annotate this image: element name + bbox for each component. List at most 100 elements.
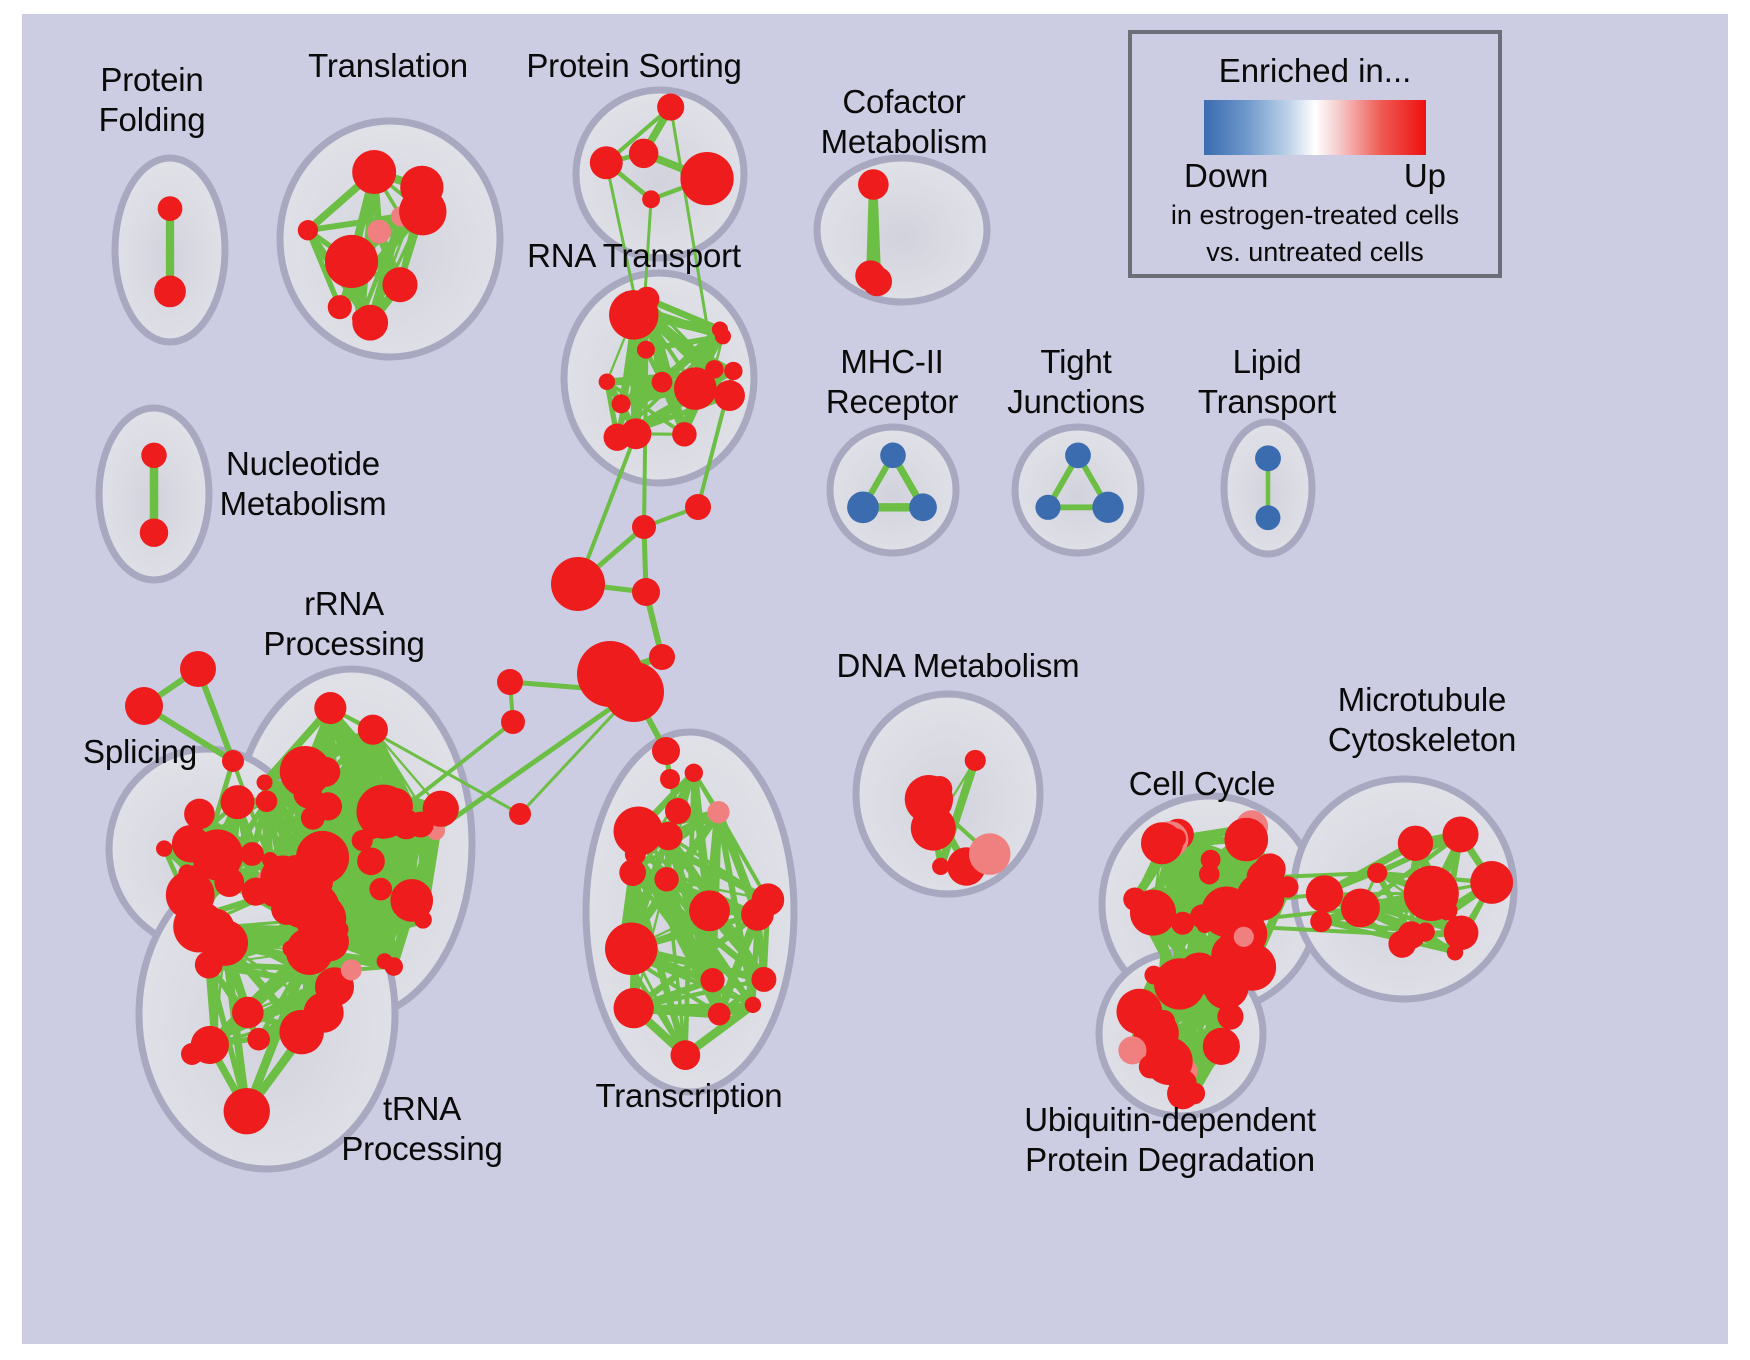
network-node <box>1254 853 1286 885</box>
legend-caption-line1: in estrogen-treated cells <box>1170 200 1460 230</box>
network-node <box>180 651 216 687</box>
network-edge <box>936 756 980 871</box>
network-node <box>141 442 167 469</box>
network-node <box>689 890 730 932</box>
network-node <box>1202 1027 1240 1065</box>
network-node <box>603 423 631 451</box>
network-node <box>240 842 264 866</box>
network-node <box>1152 1010 1176 1033</box>
network-node <box>1158 1039 1177 1058</box>
network-node <box>1397 825 1434 861</box>
network-node <box>744 996 762 1014</box>
network-node <box>611 394 631 414</box>
cluster-label-splicing: Splicing <box>83 733 197 770</box>
network-node <box>247 1027 270 1051</box>
network-node <box>672 422 697 447</box>
network-node <box>509 803 531 825</box>
network-node <box>497 669 523 695</box>
network-node <box>684 763 703 782</box>
network-node <box>196 908 235 947</box>
network-node <box>685 494 711 520</box>
network-node <box>295 893 347 945</box>
network-node <box>1203 964 1249 1010</box>
network-node <box>157 196 183 221</box>
network-node <box>636 340 655 359</box>
network-node <box>700 968 725 993</box>
network-node <box>1236 873 1285 921</box>
network-node <box>632 578 660 606</box>
network-node <box>964 749 986 771</box>
network-edge <box>715 809 756 1008</box>
network-node <box>1443 915 1479 951</box>
network-node <box>654 867 679 892</box>
network-node <box>909 493 937 522</box>
network-node <box>1144 1037 1193 1085</box>
network-node <box>680 151 734 206</box>
network-node <box>598 373 616 391</box>
legend-low-label: Down <box>1184 157 1269 194</box>
network-node <box>605 922 658 976</box>
network-node <box>1123 887 1147 911</box>
network-node <box>1118 1036 1147 1065</box>
network-node <box>376 953 393 970</box>
network-edge <box>335 211 422 312</box>
legend-color-bar <box>1204 100 1426 155</box>
network-node <box>1403 865 1459 921</box>
network-node <box>932 857 950 876</box>
network-edge <box>305 227 343 310</box>
cluster-label-cell-cycle: Cell Cycle <box>1128 765 1276 802</box>
network-node <box>281 855 308 882</box>
network-node <box>376 787 413 824</box>
network-node <box>714 328 731 345</box>
network-edge <box>1167 843 1224 1049</box>
network-node <box>390 879 434 922</box>
network-node <box>1035 494 1061 520</box>
network-edge <box>260 704 335 787</box>
network-node <box>1124 1007 1146 1030</box>
cluster-label-translation: Translation <box>308 47 468 84</box>
cluster-label-tight-junctions: Tight Junctions <box>1007 343 1145 420</box>
network-edge <box>660 334 725 384</box>
network-node <box>589 146 623 180</box>
network-edge <box>630 849 718 985</box>
network-node <box>741 897 774 931</box>
cluster-label-rrna-processing: rRNA Processing <box>263 585 425 662</box>
legend-box: Enriched in... Down Up in estrogen-treat… <box>1128 30 1502 278</box>
network-node <box>501 710 525 734</box>
network-edge <box>714 808 762 919</box>
network-edge <box>669 105 716 371</box>
network-node <box>651 371 673 393</box>
cluster-label-protein-sorting: Protein Sorting <box>526 47 742 84</box>
network-node <box>340 959 362 981</box>
network-node <box>714 380 745 412</box>
network-node <box>1305 875 1344 913</box>
network-node <box>858 169 889 200</box>
network-node <box>314 691 347 725</box>
network-node <box>1446 944 1464 961</box>
network-node <box>181 1043 203 1065</box>
legend-high-label: Up <box>1403 157 1446 194</box>
network-nodes <box>125 93 1514 1135</box>
network-node <box>855 260 886 291</box>
network-node <box>310 756 341 787</box>
network-node <box>613 806 663 856</box>
cluster-label-mhc-ii-receptor: MHC-II Receptor <box>825 343 959 420</box>
network-node <box>125 687 163 725</box>
cluster-label-rna-transport: RNA Transport <box>527 237 741 274</box>
network-node <box>1217 1003 1244 1030</box>
cluster-label-dna-metabolism: DNA Metabolism <box>836 647 1080 684</box>
network-node <box>660 769 680 789</box>
network-node <box>910 805 956 851</box>
cluster-label-lipid-transport: Lipid Transport <box>1197 343 1337 420</box>
network-node <box>1310 910 1332 933</box>
network-node <box>1340 888 1380 928</box>
network-node <box>297 220 319 241</box>
network-node <box>619 859 646 887</box>
network-node <box>609 290 659 340</box>
network-node <box>673 367 717 410</box>
network-node <box>707 801 730 824</box>
cluster-label-nucleotide-metabolism: Nucleotide Metabolism <box>219 445 387 522</box>
network-node <box>327 295 352 320</box>
network-node <box>184 798 215 830</box>
cluster-label-transcription: Transcription <box>595 1077 783 1114</box>
